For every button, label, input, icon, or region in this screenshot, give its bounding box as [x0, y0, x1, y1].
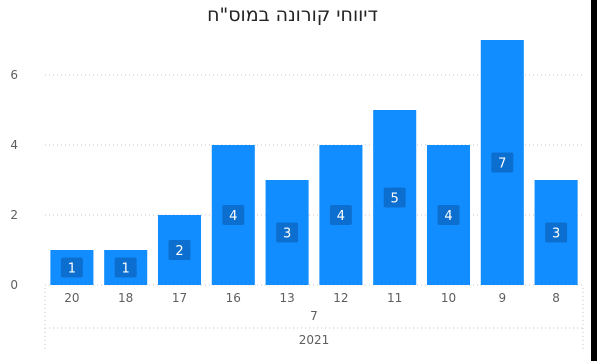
data-label-18: 1: [122, 262, 130, 277]
x-tick-label-18: 18: [118, 291, 133, 305]
data-label-11: 5: [391, 192, 399, 207]
data-label-13: 3: [283, 227, 291, 242]
data-label-20: 1: [68, 262, 76, 277]
x-tick-label-12: 12: [333, 291, 348, 305]
data-label-9: 7: [498, 157, 506, 172]
data-label-box-9: [491, 152, 514, 173]
bars: [50, 40, 578, 285]
x-tick-label-20: 20: [64, 291, 79, 305]
x-axis: 7 2021 20 18 17 16 13 12 11 10 9 8: [44, 288, 584, 352]
data-label-box-13: [276, 222, 299, 243]
data-label-box-20: [60, 257, 83, 278]
y-tick-label-0: 0: [10, 278, 18, 292]
data-label-box-17: [168, 240, 191, 260]
data-label-box-11: [383, 187, 406, 208]
y-tick-label-6: 6: [10, 68, 18, 82]
data-label-16: 4: [229, 209, 237, 224]
right-border: [591, 0, 597, 361]
x-tick-label-11: 11: [387, 291, 402, 305]
data-label-12: 4: [337, 209, 345, 224]
data-label-box-10: [437, 205, 460, 225]
data-label-box-12: [329, 205, 352, 225]
data-labels: 1 1 2 4 3 4 5 4 7 3: [60, 152, 568, 278]
data-label-8: 3: [552, 227, 560, 242]
x-group-year-label: 2021: [299, 333, 330, 347]
x-group-month-label: 7: [310, 309, 318, 323]
x-tick-label-13: 13: [279, 291, 294, 305]
data-label-box-18: [114, 257, 137, 278]
x-tick-label-10: 10: [441, 291, 456, 305]
x-tick-label-9: 9: [498, 291, 506, 305]
x-tick-label-16: 16: [226, 291, 241, 305]
y-axis: 0 2 4 6: [10, 68, 18, 292]
data-label-17: 2: [175, 244, 183, 259]
x-tick-label-17: 17: [172, 291, 187, 305]
data-label-box-8: [545, 222, 568, 243]
data-label-box-16: [222, 205, 245, 225]
chart-title: דיווחי קורונה במוס"ח: [207, 4, 378, 26]
y-tick-label-4: 4: [10, 138, 18, 152]
data-label-10: 4: [444, 209, 452, 224]
x-tick-label-8: 8: [552, 291, 560, 305]
y-tick-label-2: 2: [10, 208, 18, 222]
